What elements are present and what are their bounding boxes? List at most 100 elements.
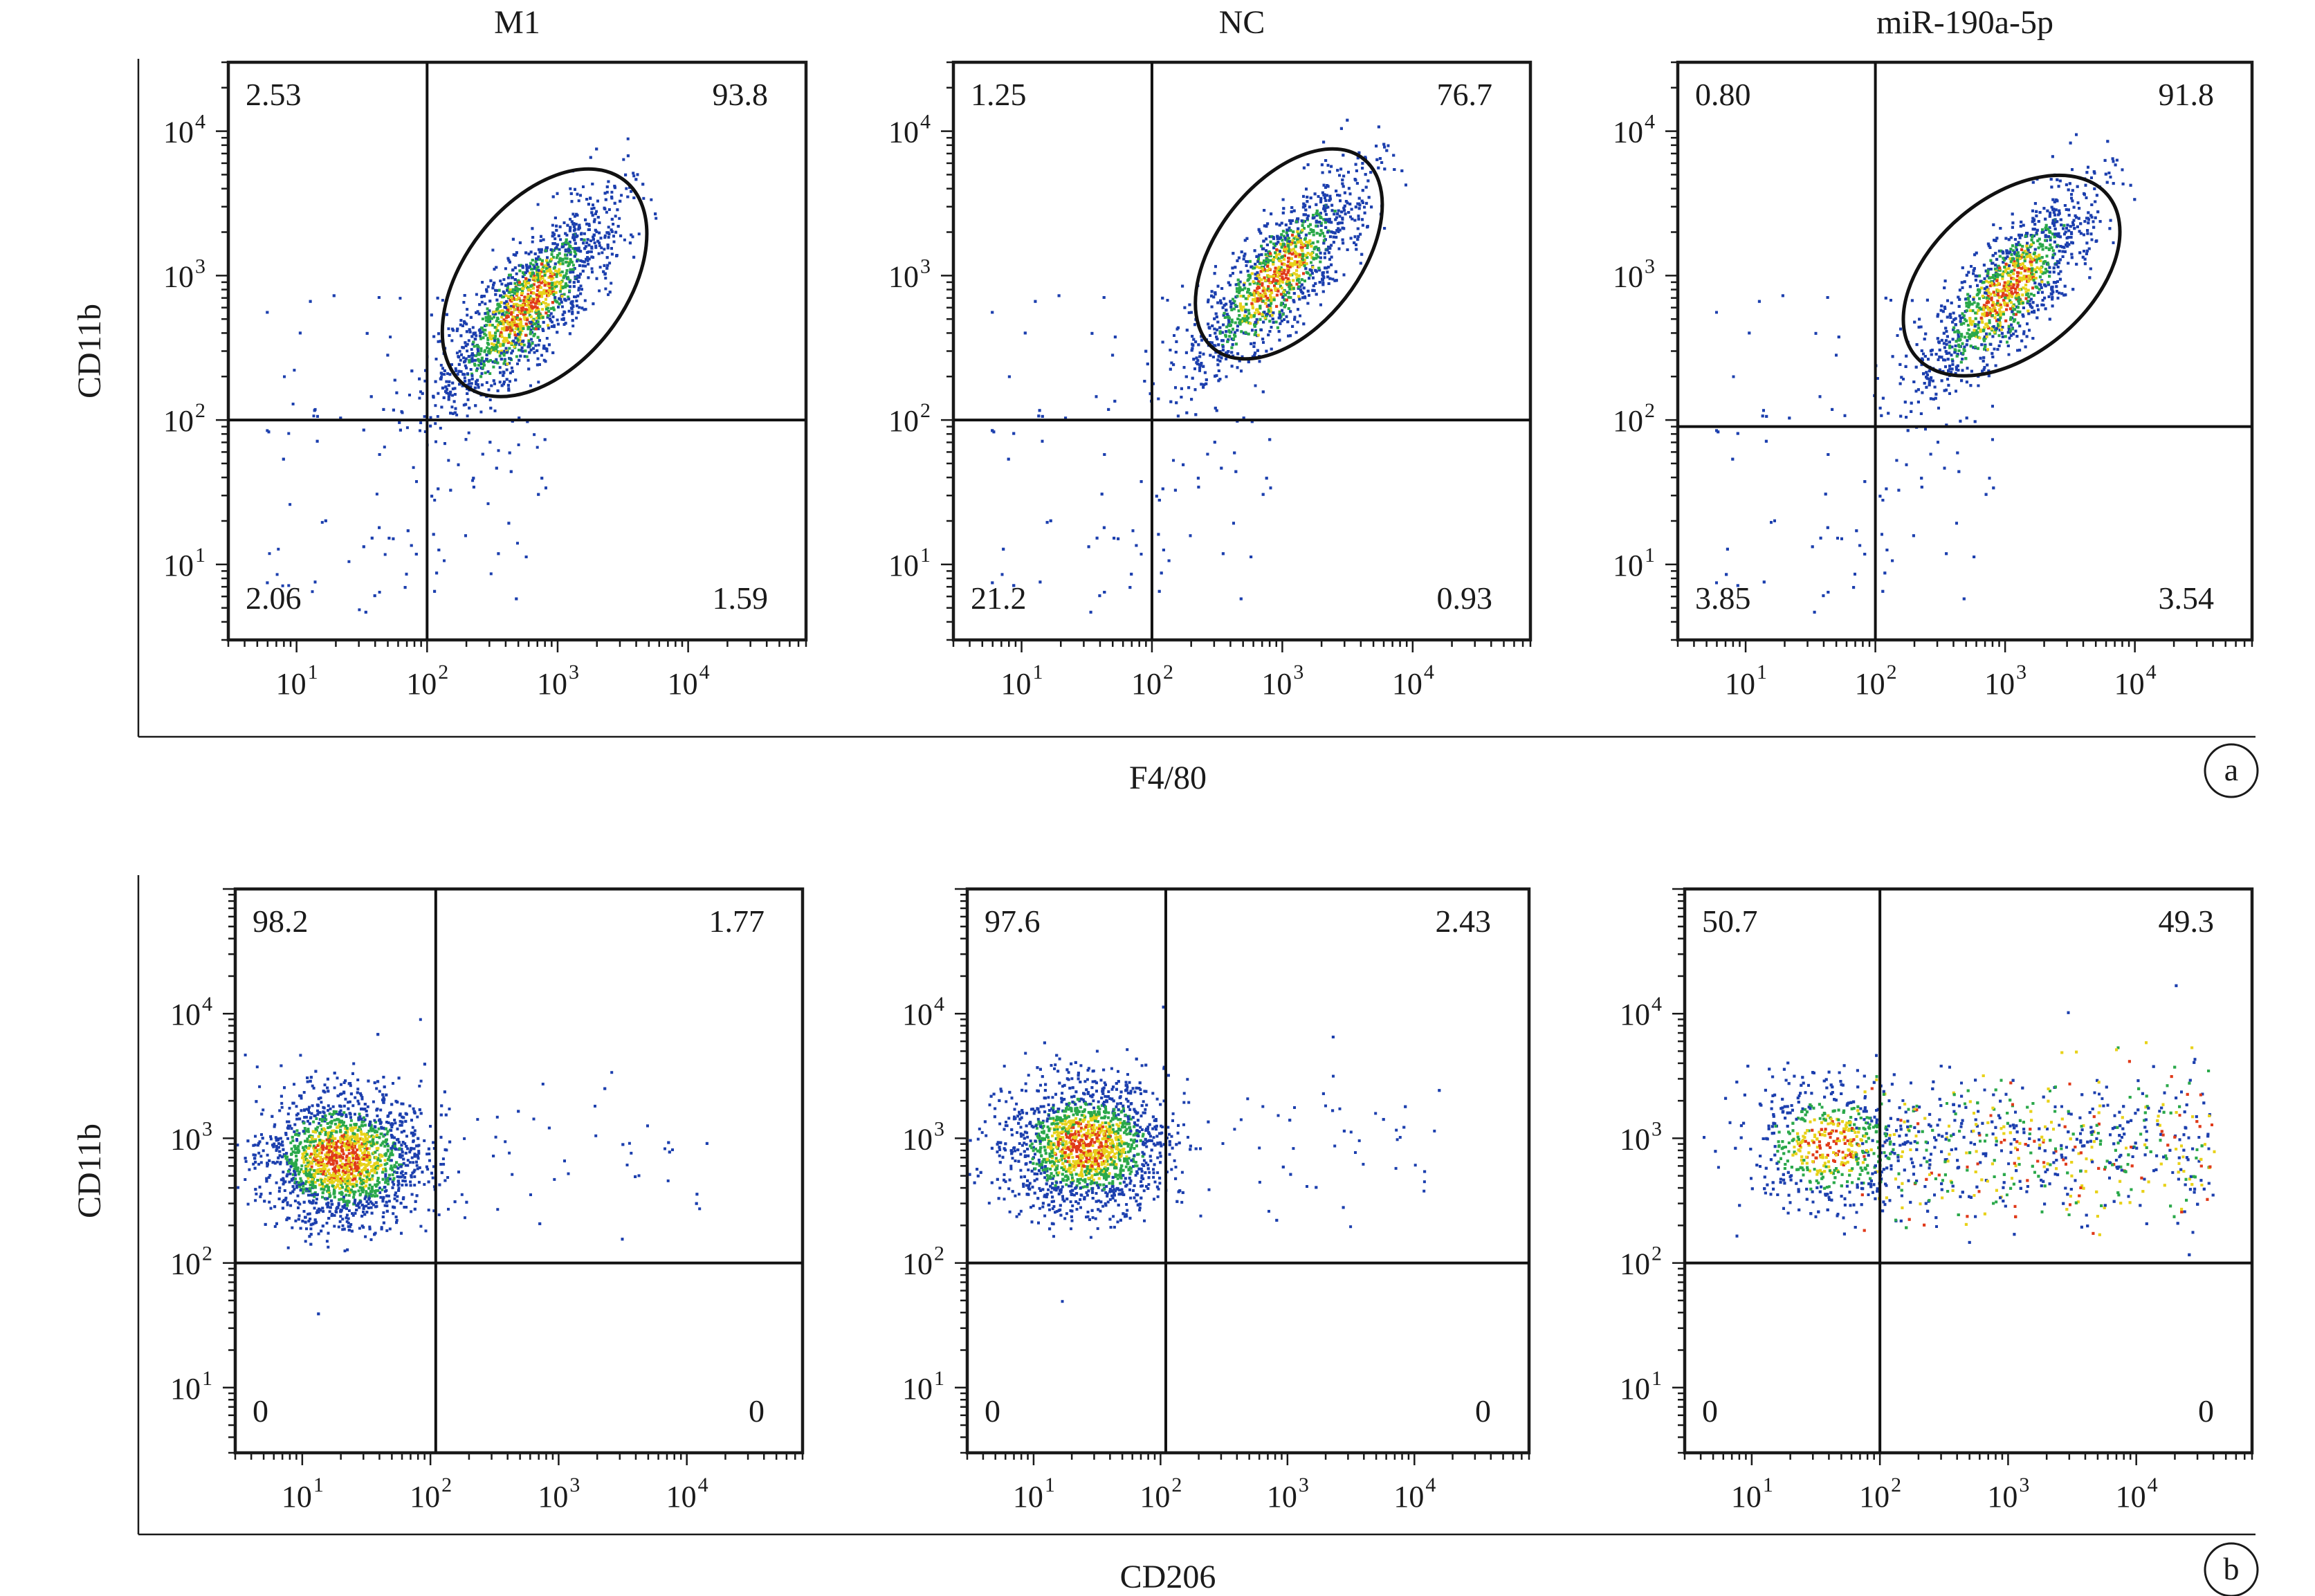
event-dot	[527, 253, 531, 256]
event-dot	[538, 316, 541, 320]
event-dot	[473, 363, 476, 366]
event-dot	[551, 235, 554, 238]
event-dot	[568, 285, 571, 288]
event-dot	[1297, 285, 1301, 288]
event-dot	[1191, 342, 1194, 346]
event-dot	[1038, 409, 1041, 412]
event-dot	[1288, 284, 1292, 287]
event-dot	[1322, 183, 1326, 187]
event-dot	[511, 369, 514, 373]
event-dot	[463, 321, 466, 324]
event-dot	[1225, 309, 1227, 312]
event-dot	[502, 362, 506, 365]
event-dot	[551, 320, 553, 324]
event-dot	[1215, 315, 1218, 319]
event-dot	[536, 294, 540, 297]
event-dot	[1241, 317, 1245, 320]
event-dot	[545, 486, 547, 490]
event-dot	[551, 255, 555, 259]
event-dot	[512, 302, 515, 306]
event-dot	[604, 277, 607, 280]
event-dot	[607, 180, 610, 183]
event-dot	[395, 391, 399, 394]
event-dot	[610, 230, 614, 233]
event-dot	[1320, 163, 1324, 167]
event-dot	[1272, 236, 1275, 239]
event-dot	[490, 348, 493, 351]
event-dot	[1289, 243, 1292, 246]
event-dot	[1328, 197, 1332, 201]
event-dot	[510, 366, 513, 369]
event-dot	[399, 428, 402, 432]
event-dot	[508, 347, 511, 350]
event-dot	[447, 384, 450, 387]
event-dot	[594, 246, 598, 249]
event-dot	[527, 266, 530, 269]
event-dot	[540, 262, 543, 266]
event-dot	[1285, 315, 1288, 318]
event-dot	[507, 311, 511, 315]
event-dot	[527, 342, 531, 345]
event-dot	[1337, 227, 1340, 230]
event-dot	[1245, 264, 1248, 267]
event-dot	[564, 299, 567, 302]
event-dot	[1308, 239, 1312, 242]
event-dot	[442, 396, 446, 399]
event-dot	[592, 238, 595, 241]
event-dot	[1161, 340, 1164, 344]
event-dot	[1296, 320, 1299, 324]
event-dot	[1340, 221, 1344, 225]
event-dot	[549, 259, 552, 263]
event-dot	[500, 327, 504, 331]
event-dot	[493, 315, 495, 319]
x-tick-label: 10	[668, 667, 698, 701]
event-dot	[527, 367, 531, 371]
event-dot	[1292, 272, 1296, 275]
event-dot	[1012, 432, 1016, 435]
event-dot	[565, 269, 569, 273]
event-dot	[458, 383, 461, 386]
event-dot	[1269, 306, 1272, 310]
event-dot	[560, 318, 564, 321]
event-dot	[505, 368, 509, 372]
event-dot	[513, 292, 516, 295]
event-dot	[439, 363, 443, 367]
event-dot	[477, 345, 480, 349]
axis-ticks: 10 1 10 2 10 3 10 410 110 210 310 4	[163, 61, 807, 701]
event-dot	[1236, 324, 1239, 328]
event-dot	[493, 360, 497, 363]
event-dot	[1311, 217, 1315, 220]
event-dot	[454, 407, 457, 410]
event-dot	[516, 327, 520, 331]
event-dot	[547, 310, 551, 313]
event-dot	[540, 281, 543, 284]
event-dot	[1259, 318, 1262, 321]
event-dot	[539, 239, 542, 242]
event-dot	[537, 248, 540, 251]
event-dot	[577, 246, 580, 250]
event-dot	[462, 301, 466, 304]
event-dot	[1308, 277, 1311, 280]
event-dot	[587, 244, 591, 247]
event-dot	[565, 240, 568, 244]
event-dot	[1265, 477, 1268, 480]
event-dot	[1239, 597, 1243, 600]
event-dot	[553, 296, 557, 299]
event-dot	[1236, 278, 1240, 282]
event-dot	[1274, 266, 1277, 270]
event-dot	[499, 322, 502, 325]
event-dot	[496, 338, 500, 341]
event-dot	[486, 346, 488, 349]
event-dot	[1377, 125, 1380, 129]
event-dot	[585, 257, 588, 261]
event-dot	[531, 300, 535, 304]
event-dot	[488, 336, 492, 340]
event-dot	[1284, 223, 1288, 227]
event-dot	[527, 295, 530, 298]
event-dot	[533, 305, 537, 309]
event-dot	[604, 198, 607, 201]
event-dot	[536, 349, 539, 352]
event-dot	[365, 331, 369, 335]
event-dot	[1355, 182, 1359, 185]
event-dot	[531, 277, 535, 280]
